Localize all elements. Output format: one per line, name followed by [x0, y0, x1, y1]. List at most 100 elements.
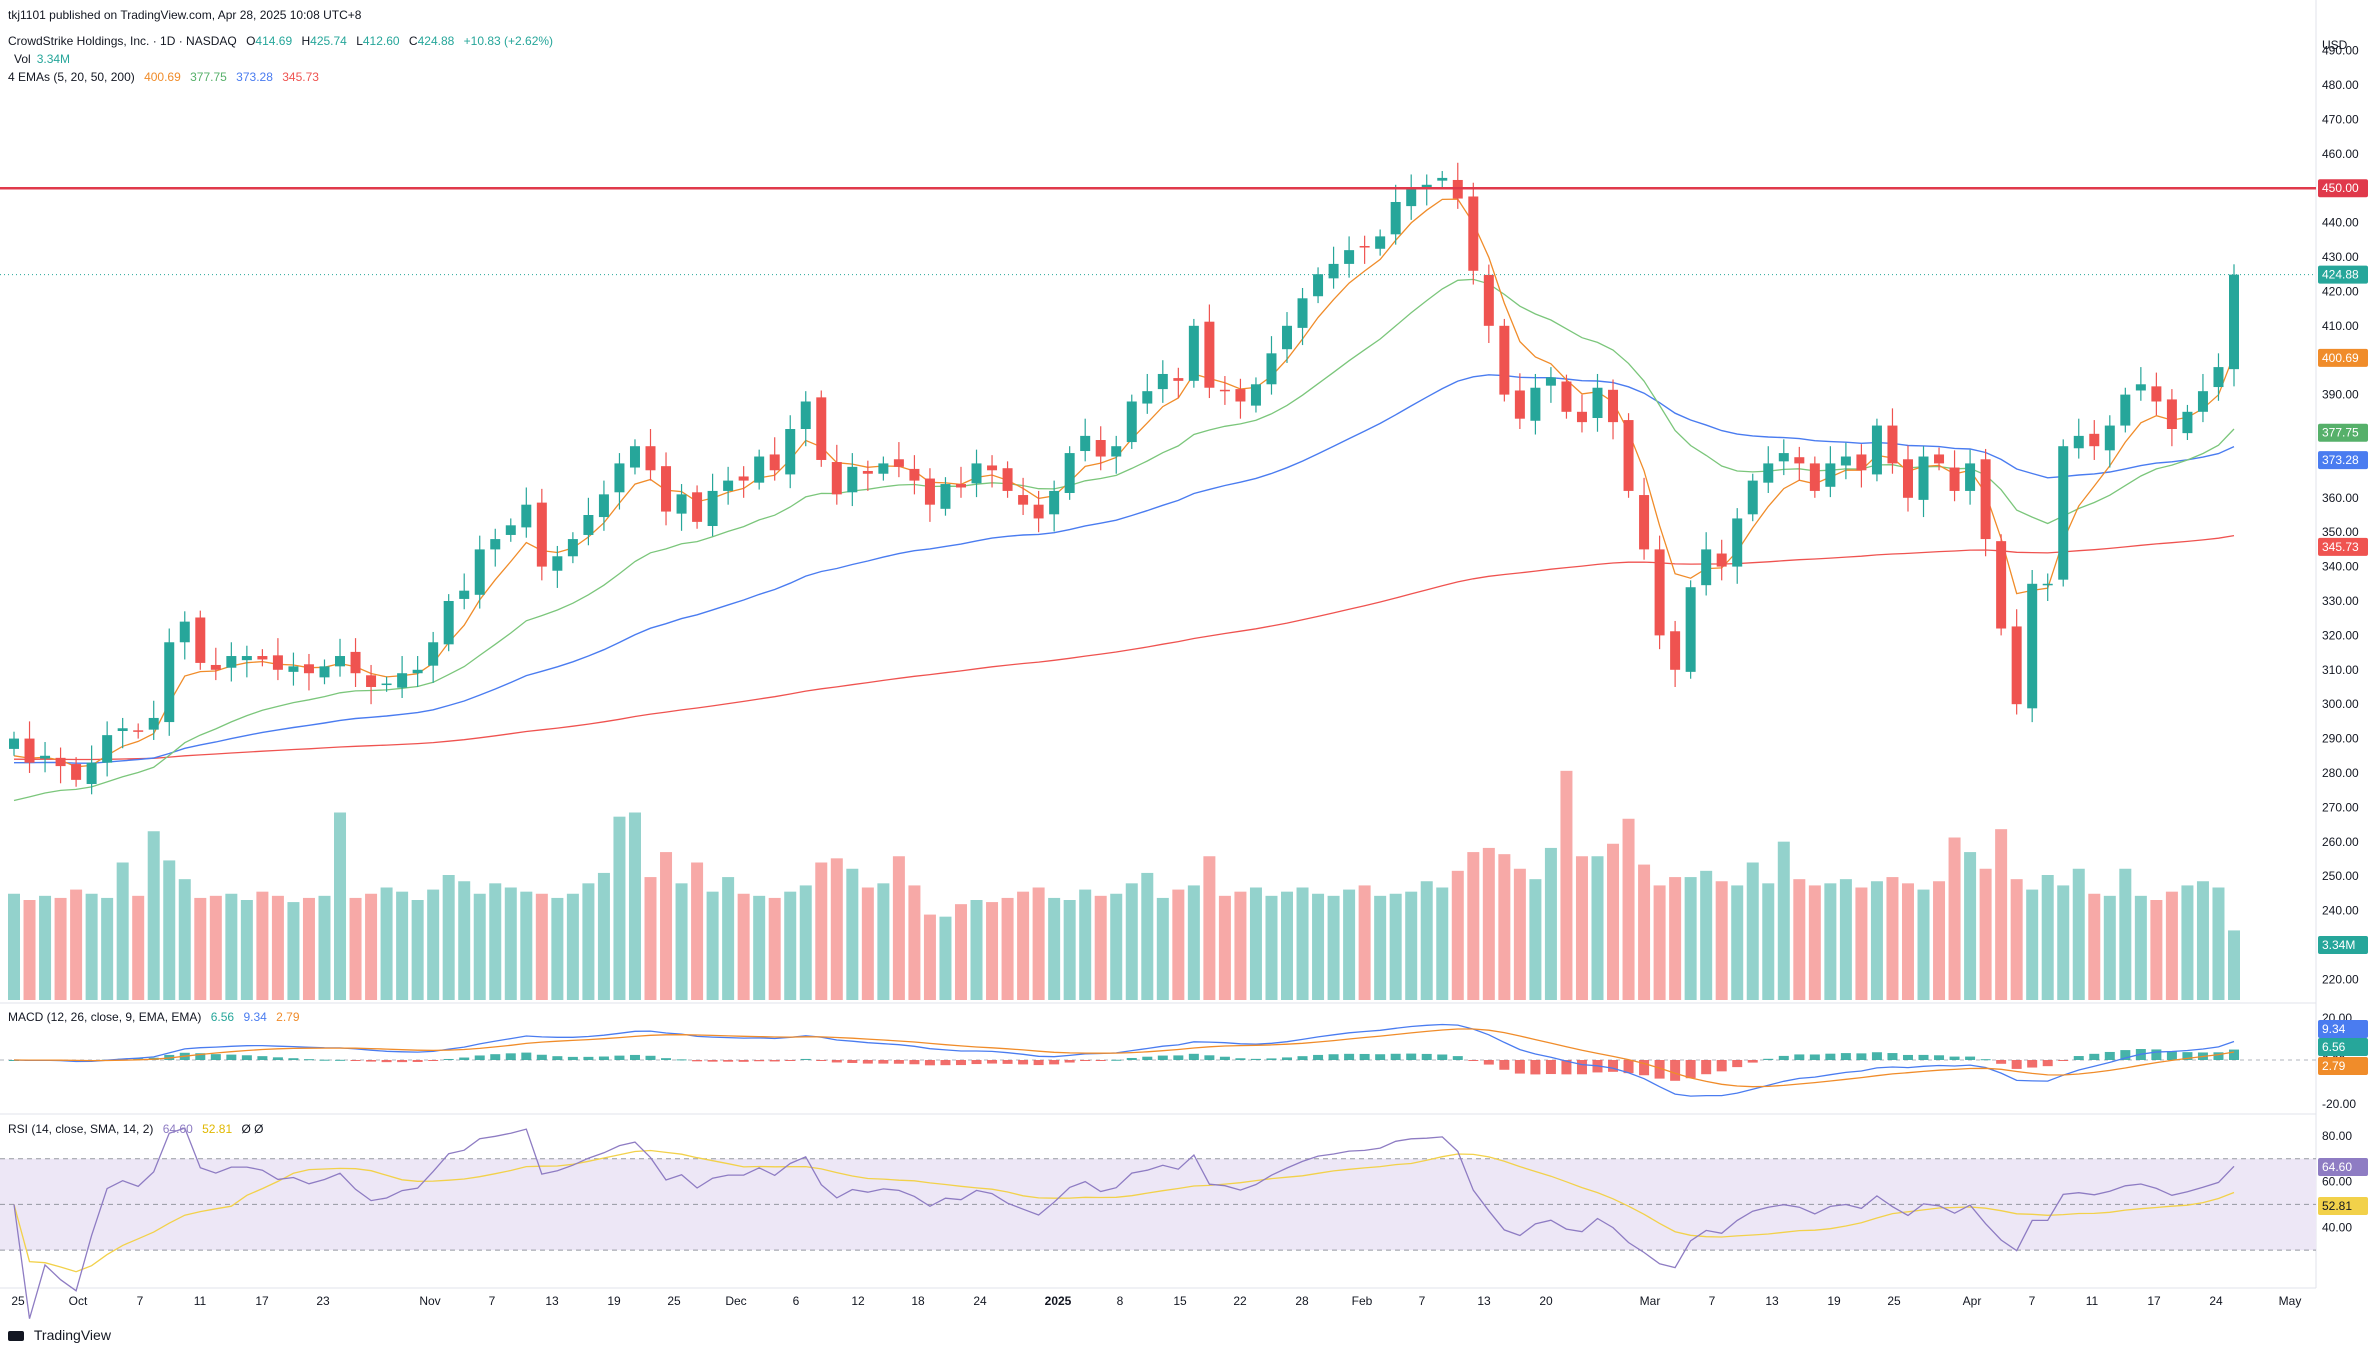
macd-histogram-bar [1530, 1060, 1541, 1075]
volume-bar [1405, 891, 1418, 1000]
candle-body [1902, 459, 1913, 498]
candle-body [862, 470, 873, 474]
macd-histogram-bar [723, 1060, 734, 1062]
macd-tag: 9.34 [2322, 1022, 2346, 1036]
time-tick-label: 12 [851, 1294, 865, 1308]
volume-bar [2057, 885, 2070, 1000]
macd-histogram-bar [598, 1056, 609, 1060]
volume-legend[interactable]: Vol 3.34M [8, 52, 76, 66]
volume-bar [582, 883, 595, 1000]
volume-bar [1436, 887, 1449, 1000]
macd-histogram-bar [226, 1054, 237, 1060]
price-tick-label: 250.00 [2322, 869, 2359, 883]
time-tick-label: 11 [2086, 1294, 2099, 1308]
rsi-tick-label: 40.00 [2322, 1220, 2352, 1234]
resistance-level[interactable] [0, 186, 2316, 276]
macd-histogram-bar [1794, 1054, 1805, 1060]
macd-histogram-bar [1685, 1060, 1696, 1079]
candle-body [490, 539, 501, 550]
time-tick-label: 17 [255, 1294, 269, 1308]
macd-histogram-bar [1095, 1060, 1106, 1061]
candle-body [210, 664, 221, 670]
volume-bar [2010, 879, 2023, 1000]
time-tick-label: 2025 [1045, 1294, 1072, 1308]
rsi-tag: 64.60 [2322, 1160, 2352, 1174]
macd-pane[interactable]: 20.000.00-20.00 [0, 1011, 2356, 1111]
volume-bar [861, 887, 874, 1000]
rsi-pane[interactable]: 80.00 60.00 40.00 [0, 1127, 2352, 1319]
candle-body [1188, 325, 1199, 381]
candle-body [552, 556, 563, 571]
volume-bar [365, 893, 378, 1000]
price-tick-label: 490.00 [2322, 44, 2359, 58]
symbol-legend[interactable]: CrowdStrike Holdings, Inc. · 1D · NASDAQ… [8, 34, 554, 48]
candle-body [303, 664, 314, 674]
candles[interactable] [9, 162, 2239, 795]
volume-bar [954, 904, 967, 1000]
candle-body [2058, 446, 2069, 580]
macd-histogram-bar [1623, 1060, 1634, 1074]
price-tick-label: 310.00 [2322, 663, 2359, 677]
volume-bar [706, 891, 719, 1000]
volume-bar [147, 831, 160, 1000]
volume-bar [1281, 891, 1294, 1000]
publisher-line: tkj1101 published on TradingView.com, Ap… [8, 8, 367, 22]
volume-bar [2150, 900, 2163, 1000]
macd-histogram-bar [738, 1060, 749, 1062]
grid [0, 0, 2317, 1289]
volume-bar [1700, 870, 1713, 1000]
macd-tick-label: -20.00 [2322, 1097, 2356, 1111]
volume-bar [1327, 895, 1340, 1000]
volume-bar [2041, 875, 2054, 1000]
close-value: 424.88 [417, 34, 455, 48]
volume-bar [39, 895, 52, 1000]
volume-bar [178, 879, 191, 1000]
volume-bar [535, 893, 548, 1000]
volume-bar [660, 852, 673, 1000]
volume-bar [1017, 891, 1030, 1000]
price-tick-label: 320.00 [2322, 628, 2359, 642]
volume-bar [1964, 852, 1977, 1000]
volume-bar [396, 891, 409, 1000]
macd-legend[interactable]: MACD (12, 26, close, 9, EMA, EMA) 6.56 9… [8, 1010, 306, 1024]
volume-bar [1544, 847, 1557, 1000]
volume-bar [986, 902, 999, 1000]
symbol-title[interactable]: CrowdStrike Holdings, Inc. · 1D · NASDAQ [8, 34, 237, 48]
volume-bar [1575, 856, 1588, 1000]
rsi-legend[interactable]: RSI (14, close, SMA, 14, 2) 64.60 52.81 … [8, 1122, 270, 1136]
candle-body [335, 656, 346, 667]
candle-body [1126, 401, 1137, 443]
time-tick-label: 13 [545, 1294, 559, 1308]
candle-body [319, 666, 330, 678]
tradingview-logo[interactable]: TradingView [8, 1327, 117, 1343]
volume-bar [1886, 877, 1899, 1000]
candle-body [1871, 425, 1882, 475]
ema-20-path [13, 278, 2235, 802]
volume-bar [256, 891, 269, 1000]
candle-body [288, 666, 299, 672]
volume-bar [1638, 864, 1651, 1000]
candle-body [878, 463, 889, 474]
candle-body [1142, 391, 1153, 404]
candle-body [2120, 394, 2131, 426]
change-value: +10.83 (+2.62%) [463, 34, 554, 48]
time-tick-label: 18 [911, 1294, 925, 1308]
candle-body [536, 502, 547, 567]
volume-bar [1591, 856, 1604, 1000]
ema-legend[interactable]: 4 EMAs (5, 20, 50, 200) 400.69 377.75 37… [8, 70, 325, 84]
candle-body [1763, 463, 1774, 483]
volume-bar [1933, 881, 1946, 1000]
candle-body [443, 600, 454, 645]
ema-50-path [14, 374, 2235, 764]
macd-histogram-bar [831, 1060, 842, 1063]
candle-body [2166, 399, 2177, 430]
macd-histogram-bar [785, 1060, 796, 1061]
macd-histogram-bar [1452, 1056, 1463, 1060]
volume-bar [101, 897, 114, 1000]
macd-histogram-bar [2120, 1050, 2131, 1060]
time-tick-label: Apr [1963, 1294, 1982, 1308]
axes[interactable]: 490.00 480.00 470.00 460.00 440.00 430.00 420.… [11, 44, 2359, 1308]
time-tick-label: 17 [2147, 1294, 2161, 1308]
volume-bar [1265, 895, 1278, 1000]
